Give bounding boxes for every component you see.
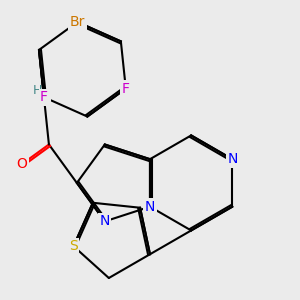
Text: N: N	[100, 214, 110, 228]
Text: F: F	[122, 82, 130, 96]
Text: O: O	[16, 157, 27, 171]
Text: Br: Br	[70, 15, 85, 29]
Text: S: S	[69, 239, 78, 253]
Text: N: N	[227, 152, 238, 166]
Text: F: F	[40, 90, 48, 104]
Text: N: N	[39, 90, 49, 104]
Text: H: H	[32, 84, 42, 97]
Text: N: N	[145, 200, 155, 214]
